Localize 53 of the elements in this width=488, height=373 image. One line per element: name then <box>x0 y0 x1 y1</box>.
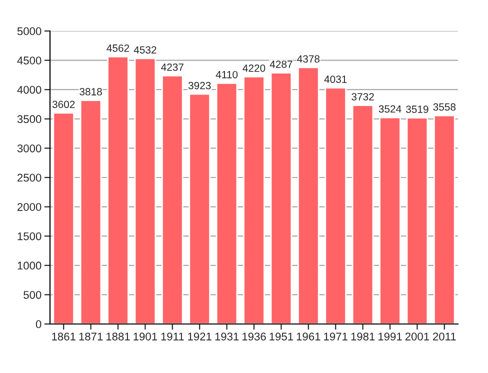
bar <box>434 114 456 324</box>
x-tick-label: 1991 <box>378 332 402 340</box>
x-tick-label: 1961 <box>296 332 320 340</box>
x-tick-label: 2001 <box>405 332 430 340</box>
y-tick-label: 500 <box>24 290 42 299</box>
y-tick-label: 2000 <box>18 203 42 211</box>
x-tick-label: 1951 <box>270 332 294 340</box>
y-tick-label: 1500 <box>18 232 42 240</box>
x-tick-label: 1871 <box>79 332 103 340</box>
bar <box>216 82 238 324</box>
x-tick-label: 1931 <box>215 332 239 340</box>
y-tick-label: 4500 <box>17 56 42 64</box>
bar <box>52 112 74 324</box>
bar <box>162 75 184 324</box>
data-label: 4287 <box>270 60 292 68</box>
data-label: 3732 <box>352 93 374 100</box>
data-label: 4110 <box>216 70 238 78</box>
bar <box>107 56 129 324</box>
data-label: 3602 <box>52 100 75 108</box>
y-tick-label: 3500 <box>17 115 42 124</box>
data-label: 4378 <box>297 55 320 63</box>
bar <box>134 58 156 324</box>
data-label: 3519 <box>406 106 428 113</box>
data-label: 4562 <box>106 44 130 52</box>
bar <box>298 66 320 324</box>
x-tick-label: 1861 <box>52 332 76 340</box>
x-tick-label: 1981 <box>351 332 375 340</box>
bar <box>243 76 265 324</box>
y-tick-label: 3000 <box>17 144 42 152</box>
bar <box>379 116 401 324</box>
x-tick-label: 1971 <box>324 332 348 340</box>
bar <box>324 87 346 324</box>
data-label: 3923 <box>188 82 211 90</box>
bar <box>352 104 374 324</box>
data-label: 3558 <box>433 103 456 111</box>
y-tick-label: 5000 <box>17 27 42 36</box>
bar <box>406 117 428 324</box>
x-tick-label: 1901 <box>134 332 158 340</box>
x-tick-label: 1936 <box>242 332 266 340</box>
x-tick-label: 1911 <box>161 332 184 340</box>
y-tick-label: 1000 <box>18 262 42 270</box>
x-tick-label: 1921 <box>188 332 212 340</box>
x-tick-label: 1881 <box>106 332 130 340</box>
data-label: 4220 <box>242 64 266 72</box>
data-label: 4237 <box>161 64 184 71</box>
y-tick-label: 0 <box>36 320 42 328</box>
x-tick-label: 2011 <box>433 332 456 340</box>
data-label: 4031 <box>324 76 347 83</box>
data-label: 3524 <box>378 105 402 113</box>
y-tick-label: 4000 <box>17 86 42 94</box>
data-label: 4532 <box>134 46 156 54</box>
y-tick-label: 2500 <box>18 174 42 182</box>
data-label: 3818 <box>80 88 102 96</box>
